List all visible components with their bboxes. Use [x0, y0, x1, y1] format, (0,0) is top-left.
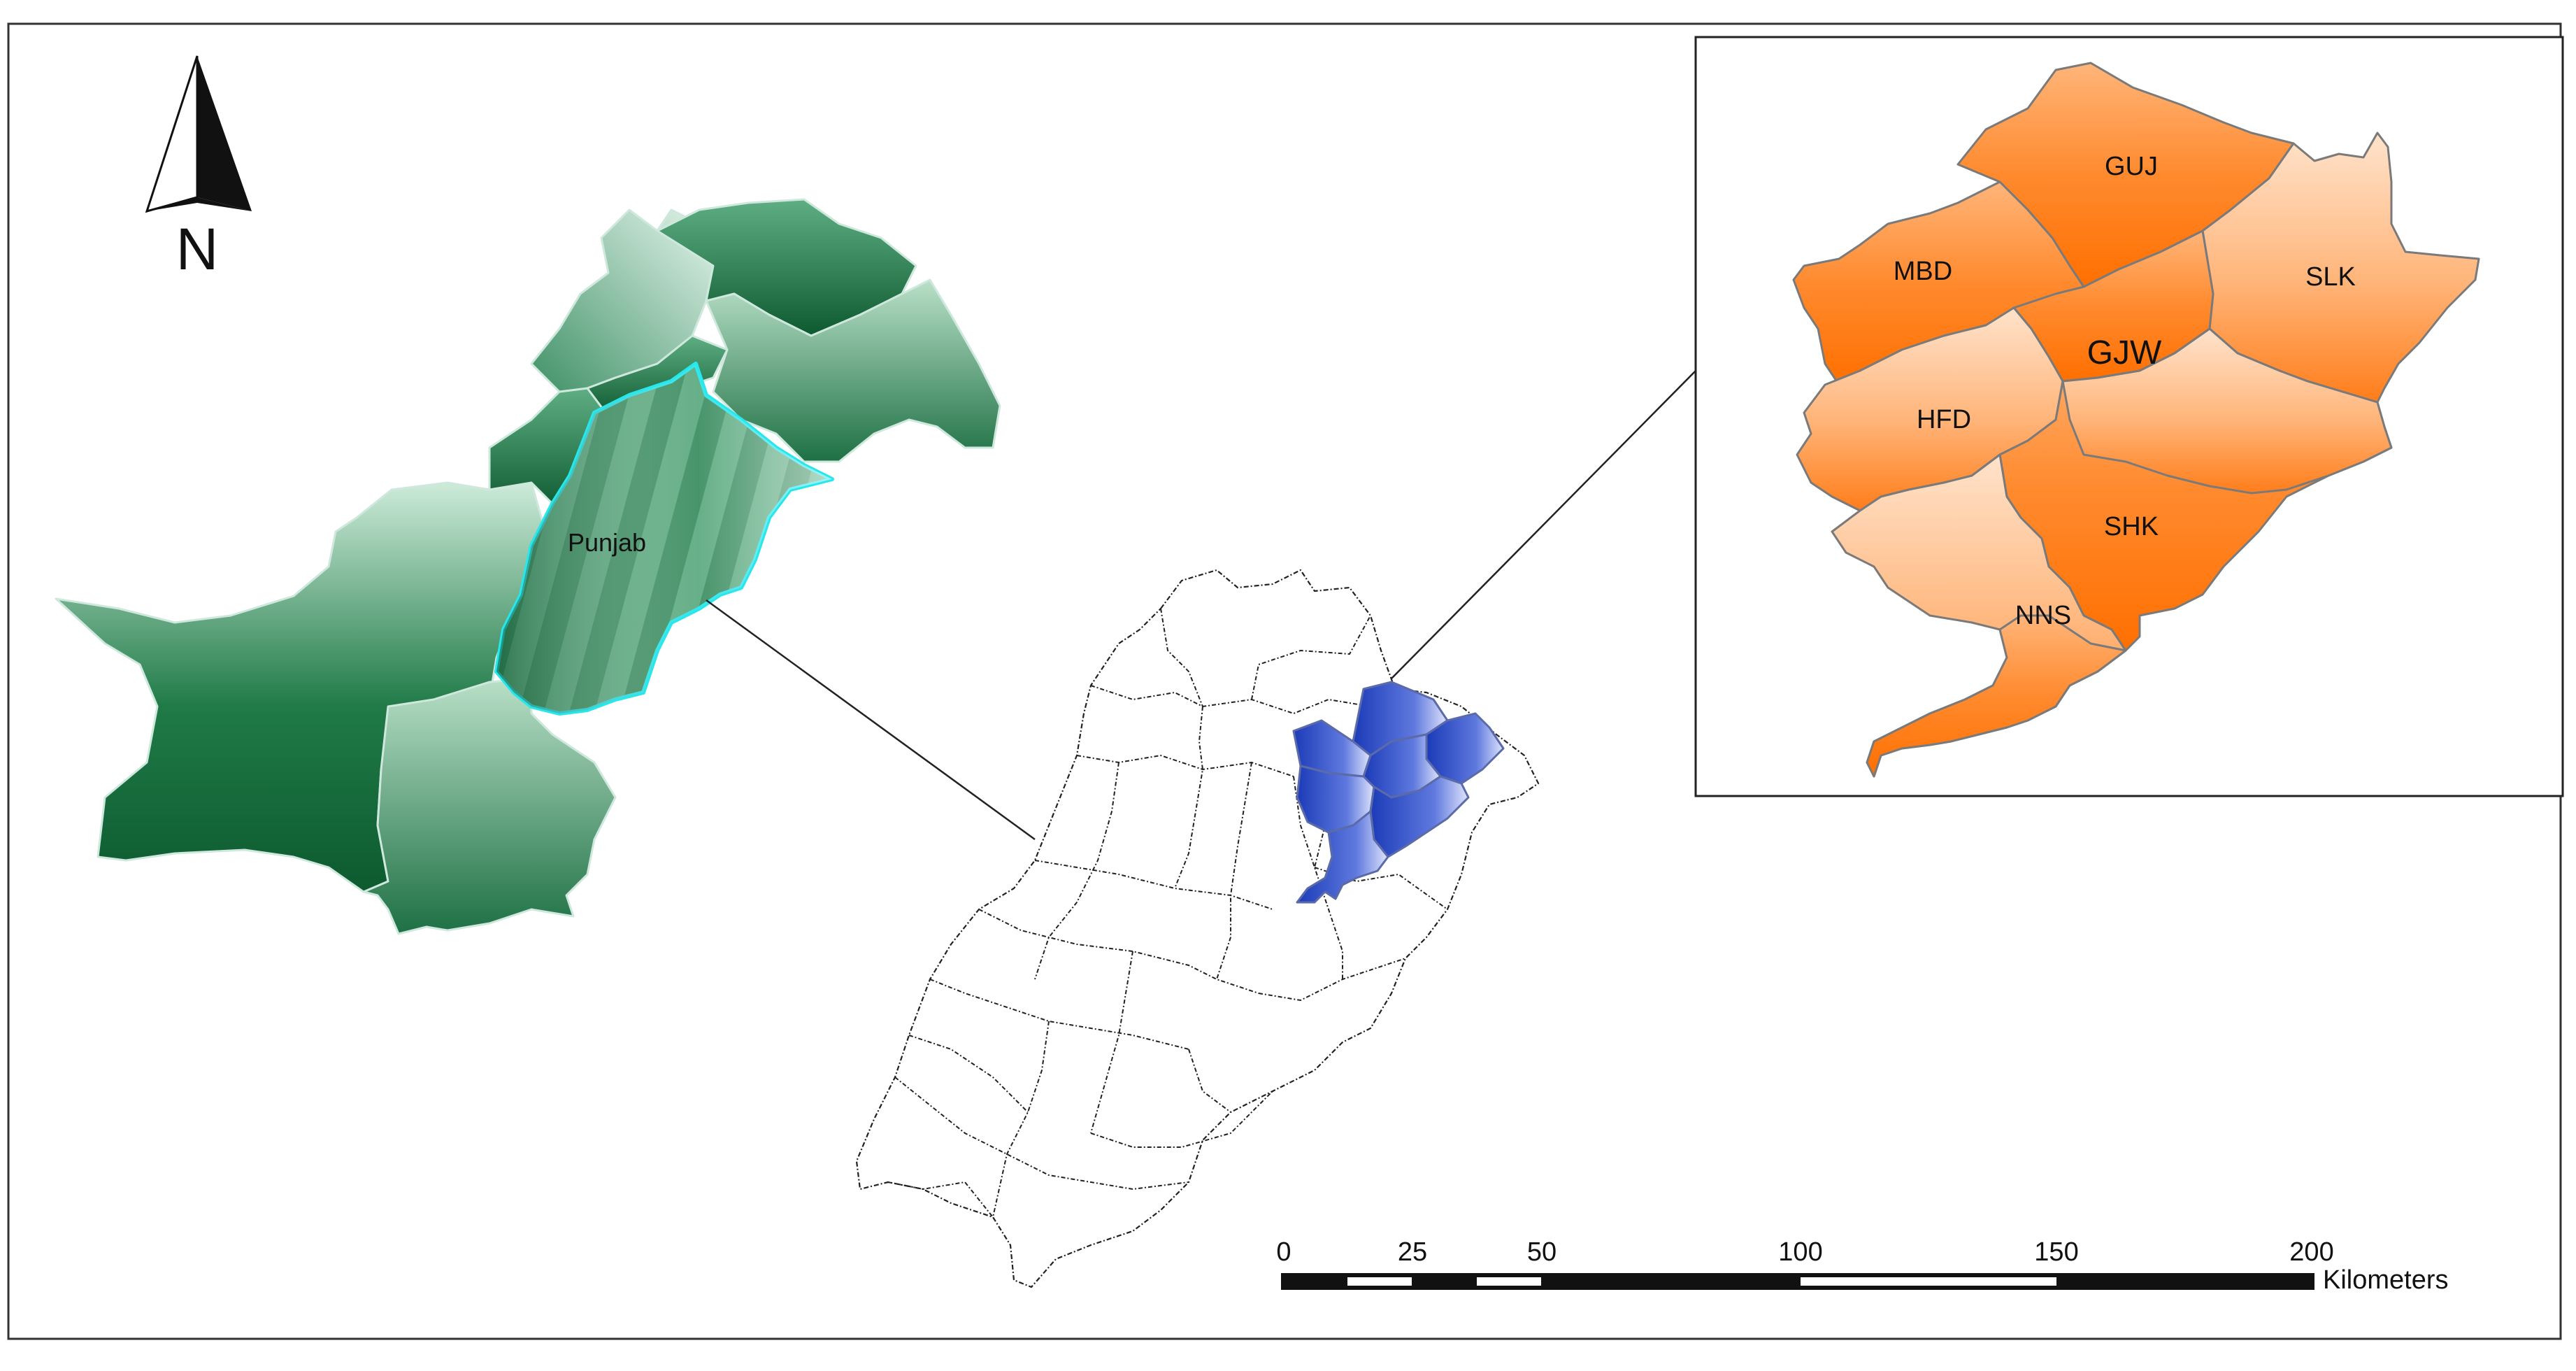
study-district-nns — [1296, 810, 1389, 904]
punjab-district-map — [855, 569, 1540, 1288]
label-hfd: HFD — [1917, 405, 1971, 434]
scale-tick-100: 100 — [1778, 1237, 1822, 1267]
district-shk-upper — [2061, 327, 2393, 495]
label-guj: GUJ — [2105, 152, 2158, 181]
study-area-districts — [1292, 681, 1505, 904]
scale-unit: Kilometers — [2323, 1265, 2449, 1295]
scale-tick-50: 50 — [1527, 1237, 1557, 1267]
pakistan-map — [55, 198, 1001, 935]
punjab-outline — [855, 569, 1540, 1288]
inset-district-map: GUJ MBD SLK GJW HFD SHK NNS — [1792, 62, 2480, 778]
sindh-region — [362, 677, 617, 935]
label-gjw: GJW — [2087, 334, 2162, 371]
scale-tick-150: 150 — [2034, 1237, 2078, 1267]
scale-tick-25: 25 — [1398, 1237, 1427, 1267]
scale-tick-200: 200 — [2289, 1237, 2333, 1267]
punjab-label: Punjab — [568, 528, 646, 557]
label-mbd: MBD — [1894, 257, 1952, 286]
label-nns: NNS — [2015, 601, 2071, 630]
north-arrow-icon: N — [145, 55, 252, 282]
label-slk: SLK — [2305, 262, 2356, 292]
scale-bar: 0 25 50 100 150 200 Kilometers — [1276, 1237, 2448, 1295]
label-shk: SHK — [2104, 512, 2159, 541]
district-nns-lower — [1866, 614, 2127, 778]
north-label: N — [176, 216, 219, 282]
connector-line-punjab — [706, 599, 1036, 841]
kashmir-region — [705, 278, 1001, 463]
punjab-province: Punjab — [494, 362, 834, 716]
punjab-shading — [496, 364, 832, 713]
scale-tick-0: 0 — [1276, 1237, 1291, 1267]
connector-line-inset — [1391, 367, 1700, 679]
